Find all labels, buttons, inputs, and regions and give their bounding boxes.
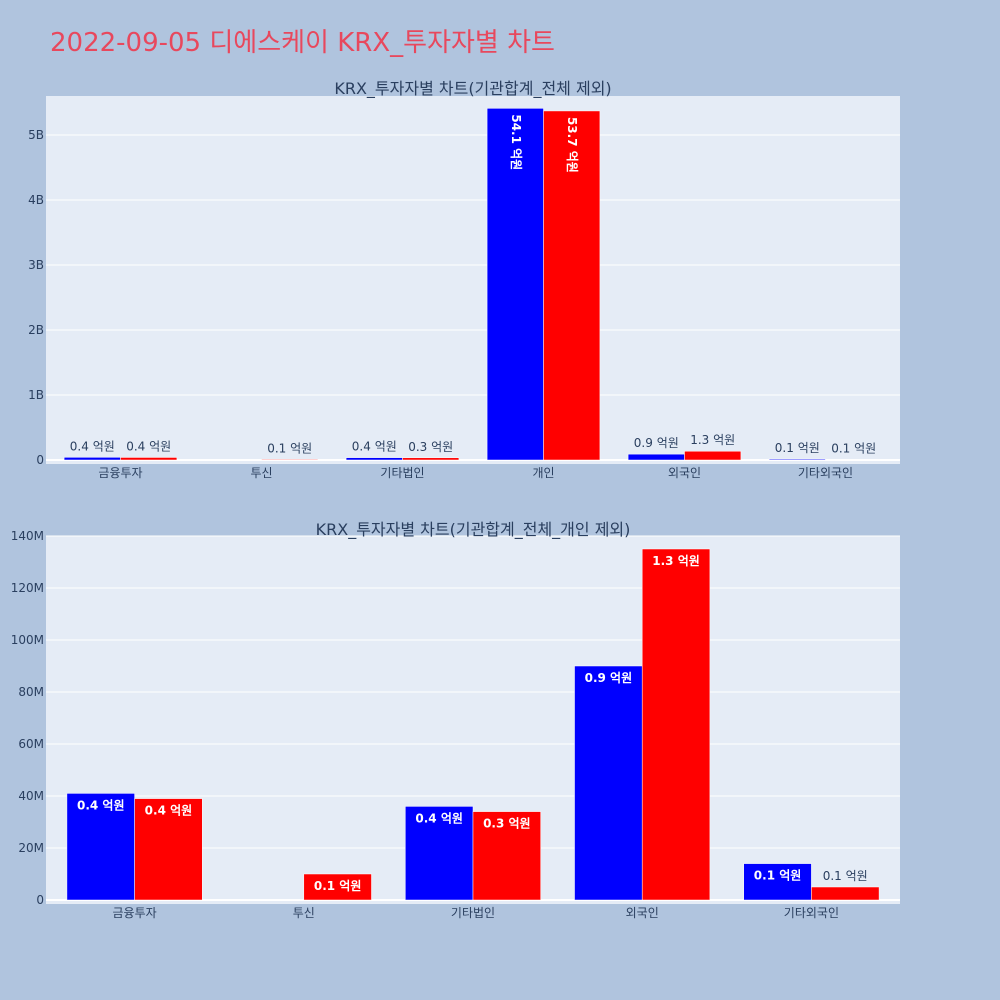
chart2-bar-sell <box>134 798 203 901</box>
chart1-ytick-label: 2B <box>28 323 44 337</box>
chart1-bar-sell <box>402 457 460 461</box>
chart1-plot-area <box>46 96 900 464</box>
chart2-ytick-label: 120M <box>11 581 44 595</box>
chart2-xtick-label: 금융투자 <box>113 906 157 920</box>
chart2-data-label: 0.1 억원 <box>754 869 802 883</box>
chart2-bar-buy <box>405 806 474 901</box>
chart2-xtick-label: 투신 <box>293 906 315 920</box>
chart1-data-label: 0.1 억원 <box>267 441 312 455</box>
chart2-bar-buy <box>743 863 812 901</box>
chart1-ytick-label: 4B <box>28 193 44 207</box>
chart1-data-label: 0.4 억원 <box>70 439 115 453</box>
chart1-bar-sell <box>543 110 601 461</box>
chart2-bar-buy <box>66 793 135 901</box>
chart2-ytick-label: 140M <box>11 529 44 543</box>
chart1-bar-sell <box>684 450 742 461</box>
chart2-xtick-label: 기타법인 <box>451 906 495 920</box>
chart1-ytick-label: 1B <box>28 388 44 402</box>
chart1-data-label: 0.1 억원 <box>831 442 876 456</box>
chart2-xtick-label: 외국인 <box>626 906 659 920</box>
chart1-data-label: 0.1 억원 <box>775 441 820 455</box>
chart2-bar-sell <box>811 886 880 901</box>
chart2-data-label: 0.4 억원 <box>145 804 193 818</box>
chart1-bar-buy <box>345 457 403 461</box>
chart1-data-label: 0.4 억원 <box>126 439 171 453</box>
chart1-bar-sell <box>261 459 319 461</box>
chart1-xtick-label: 기타법인 <box>380 466 424 480</box>
chart1-data-label: 0.9 억원 <box>634 436 679 450</box>
chart2-bar-sell <box>472 811 541 901</box>
chart1-xtick-label: 기타외국인 <box>798 466 853 480</box>
chart2-bar-buy <box>574 665 643 901</box>
chart2-xtick-label: 기타외국인 <box>784 906 839 920</box>
chart1-data-label: 0.3 억원 <box>408 440 453 454</box>
chart2-ytick-label: 80M <box>18 685 44 699</box>
chart2-data-label: 0.9 억원 <box>585 671 633 685</box>
page-title: 2022-09-05 디에스케이 KRX_투자자별 차트 <box>50 28 555 58</box>
chart2-bar-sell <box>641 548 711 901</box>
chart1-data-label: 53.7 억원 <box>565 117 579 173</box>
chart2-ytick-label: 20M <box>18 841 44 855</box>
chart1-bar-buy <box>768 458 826 461</box>
chart1-data-label: 0.4 억원 <box>352 440 397 454</box>
chart2-ytick-label: 60M <box>18 737 44 751</box>
chart2-bar-sell <box>303 873 372 901</box>
chart1-bar-buy <box>627 453 685 461</box>
chart1-ytick-label: 5B <box>28 128 44 142</box>
chart1-ytick-label: 3B <box>28 258 44 272</box>
chart2-data-label: 0.4 억원 <box>77 798 125 812</box>
chart1-xtick-label: 외국인 <box>668 466 701 480</box>
chart2-data-label: 0.1 억원 <box>314 879 362 893</box>
chart1-xtick-label: 개인 <box>532 466 554 480</box>
chart2-ytick-label: 0 <box>36 893 44 907</box>
chart2-data-label: 0.4 억원 <box>415 811 463 825</box>
chart1-data-label: 54.1 억원 <box>509 114 523 170</box>
chart1-bar-sell <box>120 457 178 461</box>
chart1-title: KRX_투자자별 차트(기관합계_전체 제외) <box>334 79 611 99</box>
chart1-ytick-label: 0 <box>36 453 44 467</box>
chart2-ytick-label: 40M <box>18 789 44 803</box>
chart2-data-label: 0.3 억원 <box>483 817 531 831</box>
chart1-xtick-label: 금융투자 <box>98 466 142 480</box>
chart2-title: KRX_투자자별 차트(기관합계_전체_개인 제외) <box>316 520 631 540</box>
chart1-bar-buy <box>63 457 121 461</box>
chart2-data-label: 0.1 억원 <box>823 869 868 883</box>
chart1-xtick-label: 투신 <box>250 466 272 480</box>
chart2-ytick-label: 100M <box>11 633 44 647</box>
chart2-data-label: 1.3 억원 <box>652 554 700 568</box>
chart1-data-label: 1.3 억원 <box>690 433 735 447</box>
